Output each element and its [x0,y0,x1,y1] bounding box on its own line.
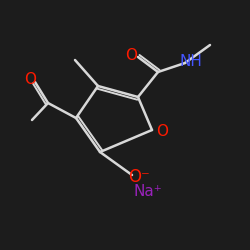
Text: O: O [156,124,168,140]
Text: O⁻: O⁻ [128,168,150,186]
Text: NH: NH [180,54,203,68]
Text: O: O [125,48,137,64]
Text: Na⁺: Na⁺ [134,184,162,200]
Text: O: O [24,72,36,86]
